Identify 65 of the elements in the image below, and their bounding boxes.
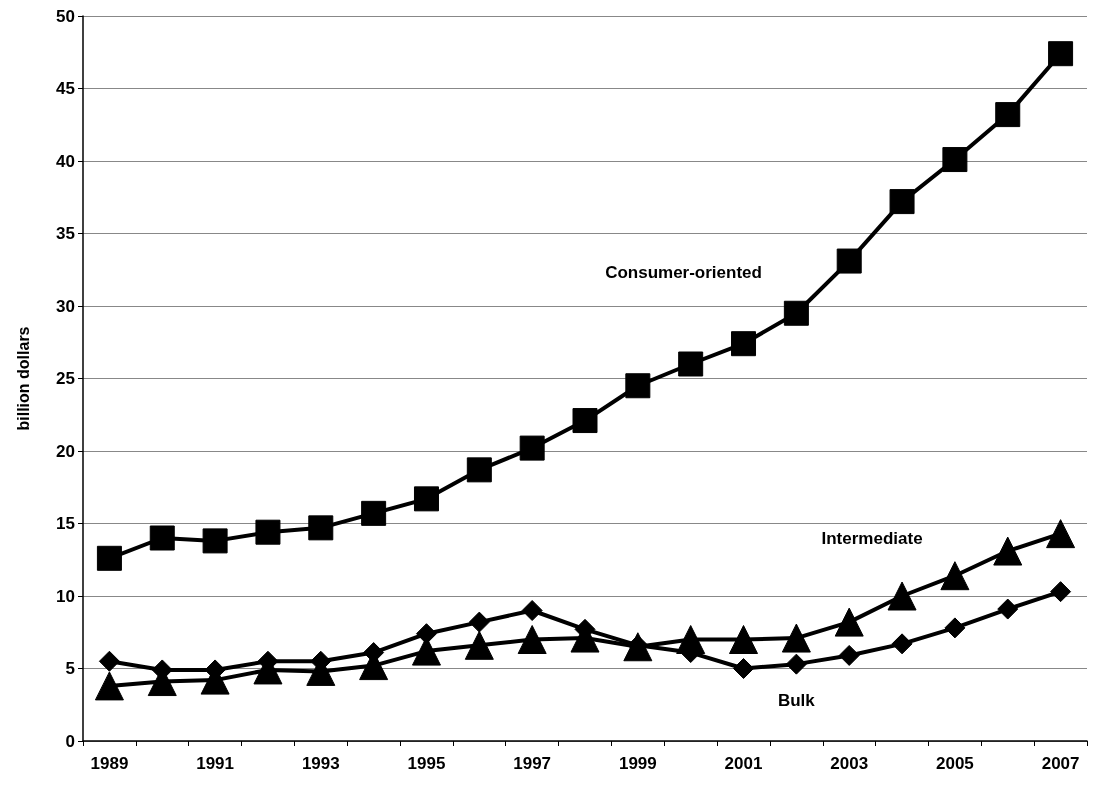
point <box>995 102 1021 128</box>
y-tick-label: 45 <box>56 79 75 98</box>
point <box>993 536 1023 566</box>
point <box>625 373 651 399</box>
y-tick-label: 30 <box>56 296 75 316</box>
point <box>572 408 598 434</box>
point <box>834 607 864 637</box>
point <box>783 300 809 326</box>
series-label: Bulk <box>777 690 816 710</box>
x-tick-label: 1995 <box>407 754 446 773</box>
x-tick-label: 1989 <box>90 754 129 773</box>
point <box>1050 581 1072 603</box>
point <box>887 581 917 611</box>
point <box>96 545 122 571</box>
point <box>781 623 811 653</box>
y-tick-label: 0 <box>65 731 75 751</box>
point <box>838 644 860 666</box>
point <box>889 189 915 215</box>
series-label: Consumer-oriented <box>605 263 762 283</box>
y-tick-label: 10 <box>56 586 75 606</box>
point <box>468 611 490 633</box>
point <box>733 658 755 679</box>
x-tick-label: 1993 <box>301 754 340 773</box>
point <box>361 500 387 526</box>
point <box>731 331 757 357</box>
x-tick-label: 1991 <box>196 754 235 773</box>
point <box>413 486 439 512</box>
point <box>415 623 437 645</box>
x-tick-label: 2003 <box>830 754 869 773</box>
y-axis-title: billion dollars <box>14 326 32 431</box>
point <box>1046 519 1076 549</box>
point <box>1048 41 1074 67</box>
point <box>255 519 281 545</box>
text: Intermediate <box>821 528 923 548</box>
x-tick-label: 2001 <box>724 754 763 773</box>
point <box>944 617 966 639</box>
y-tick-label: 20 <box>56 441 75 461</box>
x-tick-label: 1997 <box>513 754 552 773</box>
point <box>940 561 970 591</box>
x-tick-label: 2005 <box>935 754 974 773</box>
point <box>785 653 807 675</box>
point <box>517 625 547 654</box>
point <box>836 248 862 274</box>
point <box>202 528 228 554</box>
point <box>98 650 120 672</box>
point <box>464 630 494 660</box>
point <box>94 671 124 701</box>
y-tick-label: 40 <box>56 151 75 171</box>
point <box>942 147 968 173</box>
point <box>519 435 545 461</box>
point <box>729 625 759 654</box>
point <box>466 457 492 483</box>
y-tick-label: 5 <box>65 659 75 678</box>
point <box>678 351 704 377</box>
y-tick-label: 15 <box>56 514 75 533</box>
point <box>891 633 913 655</box>
point <box>521 600 543 621</box>
point <box>997 598 1019 620</box>
point <box>149 525 175 551</box>
x-tick-label: 2007 <box>1041 754 1080 773</box>
y-tick-label: 25 <box>56 369 75 388</box>
y-tick-label: 50 <box>56 6 75 26</box>
x-tick-label: 1999 <box>618 754 657 773</box>
point <box>308 515 334 541</box>
y-tick-label: 35 <box>56 224 75 243</box>
